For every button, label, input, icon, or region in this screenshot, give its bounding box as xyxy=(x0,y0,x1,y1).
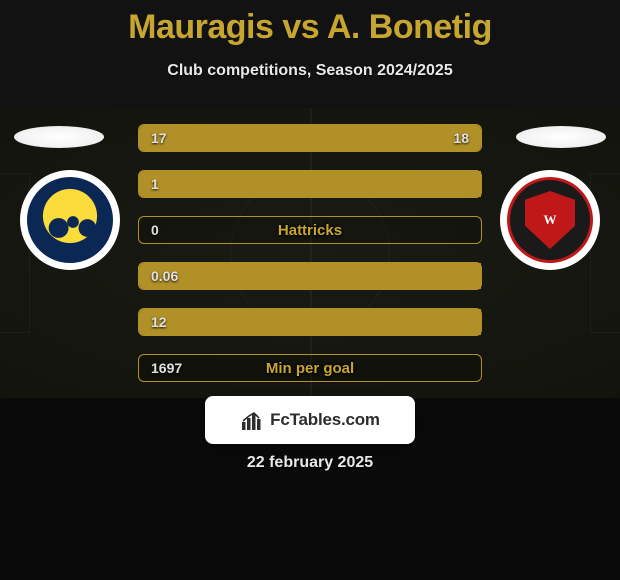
stat-value-right: 18 xyxy=(453,130,469,146)
stat-bar-left xyxy=(139,171,481,197)
page-subtitle: Club competitions, Season 2024/2025 xyxy=(0,62,620,80)
wsw-shield-letter: W xyxy=(544,212,557,228)
stat-value-left: 1697 xyxy=(151,360,182,376)
stat-row: 1697 Min per goal xyxy=(138,354,482,382)
stat-row: 17Matches18 xyxy=(138,124,482,152)
stat-value-left: 12 xyxy=(151,314,167,330)
player-right-crest: W xyxy=(500,170,600,270)
comparison-rows: 17Matches18 1Goals 0 Hattricks 0.06Goals per… xyxy=(138,124,482,400)
stat-label: Min per goal xyxy=(266,360,354,377)
stat-row: 12Shots per goal xyxy=(138,308,482,336)
player-right-marker xyxy=(516,126,606,148)
stat-row: 0.06Goals per match xyxy=(138,262,482,290)
ccm-wave-icon xyxy=(37,210,109,240)
stat-row: 0 Hattricks xyxy=(138,216,482,244)
brand-badge: FcTables.com xyxy=(205,396,415,444)
stat-value-left: 0.06 xyxy=(151,268,178,284)
stat-row: 1Goals xyxy=(138,170,482,198)
stat-label: Hattricks xyxy=(278,222,342,239)
player-left-crest xyxy=(20,170,120,270)
brand-bars-icon xyxy=(240,410,266,430)
footer-date: 22 february 2025 xyxy=(0,454,620,472)
wsw-badge: W xyxy=(507,177,593,263)
stat-value-left: 17 xyxy=(151,130,167,146)
ccm-badge xyxy=(27,177,113,263)
stat-value-left: 0 xyxy=(151,222,159,238)
player-left-marker xyxy=(14,126,104,148)
stat-value-left: 1 xyxy=(151,176,159,192)
wsw-shield-icon: W xyxy=(525,191,575,249)
page-title: Mauragis vs A. Bonetig xyxy=(0,8,620,47)
brand-text: FcTables.com xyxy=(270,410,380,430)
stat-bar-left xyxy=(139,309,481,335)
stat-bar-left xyxy=(139,263,481,289)
